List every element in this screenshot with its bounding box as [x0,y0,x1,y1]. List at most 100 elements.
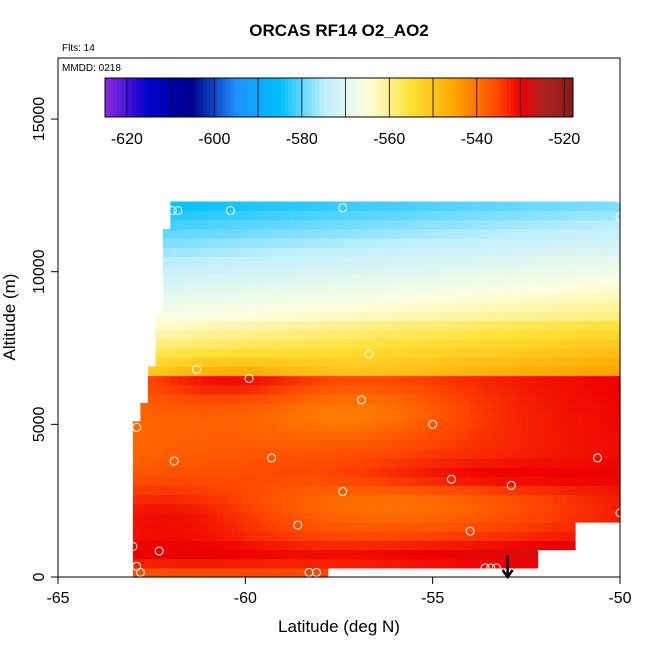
field-cell [207,357,216,367]
field-cell [500,439,509,450]
field-cell [530,219,539,230]
colorbar-tick-label: -600 [198,131,230,148]
field-cell [410,402,419,413]
field-cell [170,485,179,496]
field-cell [567,439,576,450]
flight-point [338,487,348,497]
field-cell [320,375,329,386]
field-cell [410,283,419,294]
field-cell [222,476,231,487]
field-cell [492,320,501,331]
field-cell [237,375,246,386]
field-cell [380,219,389,230]
field-cell [477,311,486,322]
field-cell [387,210,396,221]
field-cell [372,348,381,358]
field-cell [567,283,576,294]
field-cell [515,293,524,303]
field-cell [245,430,254,441]
field-cell [575,274,584,285]
field-cell [447,238,456,248]
field-cell [267,320,276,331]
field-cell [372,522,381,532]
field-cell [207,329,216,340]
field-cell [567,430,576,441]
colorbar-segment [459,78,465,117]
field-cell [552,320,561,331]
field-cell [297,274,306,285]
field-cell [372,485,381,496]
field-cell [590,302,599,312]
field-cell [417,283,426,294]
field-cell [537,421,546,432]
colorbar-segment [253,78,258,117]
field-cell [200,329,209,340]
field-cell [320,467,329,477]
field-cell [140,531,149,541]
field-cell [342,338,351,349]
colorbar-segment [397,78,402,117]
field-cell [230,228,239,239]
field-cell [462,540,471,551]
field-cell [230,247,239,258]
field-cell [207,320,216,331]
field-cell [410,357,419,367]
field-cell [440,531,449,541]
field-cell [515,457,524,468]
field-cell [380,402,389,413]
field-cell [590,366,599,377]
field-cell [612,201,621,212]
field-cell [440,375,449,386]
field-cell [297,366,306,377]
field-cell [597,393,606,404]
field-cell [185,540,194,551]
field-cell [500,357,509,367]
field-cell [177,457,186,468]
colorbar-segment [311,78,317,117]
colorbar-segment [362,78,367,117]
field-cell [140,512,149,523]
field-cell [192,439,201,450]
field-cell [222,228,231,239]
field-cell [462,549,471,560]
field-cell [312,494,321,505]
field-cell [530,512,539,523]
flight-point [128,541,138,551]
field-cell [545,531,554,541]
field-cell [410,540,419,551]
field-cell [177,476,186,487]
field-cell [590,375,599,386]
field-cell [410,457,419,468]
field-cell [462,302,471,312]
field-cell [567,476,576,487]
field-cell [327,311,336,322]
field-cell [500,366,509,377]
field-cell [500,247,509,258]
field-cell [410,210,419,221]
field-cell [440,540,449,551]
field-cell [605,219,614,230]
field-cell [140,494,149,505]
field-cell [327,274,336,285]
field-cell [575,320,584,331]
field-cell [582,219,591,230]
field-cell [515,476,524,487]
field-cell [260,448,269,459]
field-cell [560,274,569,285]
field-cell [515,247,524,258]
field-cell [200,357,209,367]
field-cell [357,531,366,541]
field-cell [417,302,426,312]
field-cell [320,476,329,487]
field-cell [582,201,591,212]
field-cell [470,448,479,459]
field-cell [162,476,171,487]
field-cell [380,512,389,523]
colorbar-segment [116,78,122,117]
field-cell [245,540,254,551]
field-cell [500,311,509,322]
field-cell [215,283,224,294]
field-cell [267,503,276,514]
field-cell [312,412,321,422]
field-cell [350,210,359,221]
